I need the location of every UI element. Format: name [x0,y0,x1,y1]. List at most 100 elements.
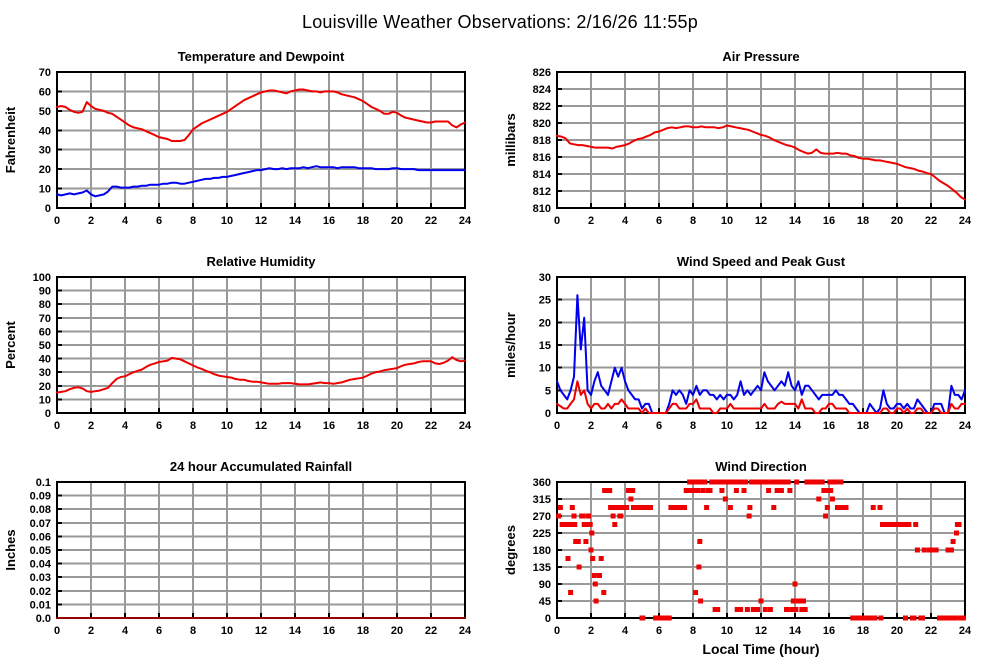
series-direction-point [801,598,806,604]
x-tick-label: 10 [221,215,233,227]
series-direction-point [906,522,912,527]
y-tick-label: 826 [533,67,551,79]
y-tick-label: 270 [533,511,551,523]
x-tick-label: 2 [588,215,594,227]
x-tick-label: 10 [221,420,233,432]
series-direction-point [727,505,733,510]
series-direction-point [692,488,698,493]
x-tick-label: 12 [755,625,767,637]
series-direction-point [733,479,738,485]
series-direction-point [767,607,773,612]
x-tick-label: 6 [156,625,162,637]
series-direction-point [704,505,710,510]
y-tick-label: 20 [39,381,51,393]
y-tick-label: 50 [39,106,51,118]
chart-rainfall: 0 2 4 6 8 10 12 14 16 18 20 22 24 0.0 0.01 0.02 0.03 0.04… [0,454,500,659]
series-direction-point [774,488,780,493]
series-direction-point [722,496,728,502]
series-direction-point [828,488,834,493]
y-tick-label: 820 [533,118,551,130]
series-direction-point [571,513,577,519]
series-direction-point [937,615,942,621]
x-tick-label: 22 [925,420,937,432]
series-direction-point [615,505,621,510]
plot-frame [556,71,966,209]
series-direction-point [739,479,745,485]
series-direction-point [902,522,908,527]
y-tick-label: 0.02 [30,586,51,598]
series-direction-point [911,615,917,621]
series-direction-point [769,479,775,485]
y-tick-label: 80 [39,299,51,311]
x-tick-label: 18 [857,420,869,432]
y-tick-label: 814 [533,169,552,181]
y-tick-label: 225 [533,528,551,540]
series-direction-point [782,479,788,485]
series-direction-point [569,522,574,527]
y-tick-label: 0 [45,408,51,420]
x-tick-label: 8 [690,625,696,637]
series-direction-point [750,607,756,612]
y-tick-label: 15 [539,340,551,352]
x-tick-label: 16 [823,420,835,432]
x-tick-label: 0 [54,215,60,227]
chart-temperature-dewpoint: 0 2 4 6 8 10 12 14 16 18 20 22 24 0 10 20 30 40 50 60 70 Temp… [0,44,500,249]
series-direction-point [640,615,646,621]
series-direction-point [738,607,744,612]
y-tick-label: 30 [539,272,551,284]
x-tick-label: 4 [622,625,629,637]
y-tick-label: 812 [533,186,551,198]
series-direction-point [785,479,791,485]
series-direction-point [821,488,827,493]
series-direction-point [597,573,602,578]
series-direction-point [702,479,708,485]
series-direction-point [573,539,579,544]
series-direction-point [797,598,803,604]
series-direction-point [741,488,747,493]
series-direction-point [648,505,653,510]
series-direction-point [721,479,727,485]
series-direction-point [945,547,951,553]
series-direction-point [789,607,795,612]
x-tick-label: 2 [88,625,94,637]
series-direction-point [696,564,702,570]
series-direction-point [572,522,578,527]
chart-title: Air Pressure [722,49,799,64]
series-direction-point [559,522,565,527]
x-tick-label: 6 [656,625,662,637]
series-direction-point [601,590,607,595]
plot-frame [56,276,466,414]
series-direction-point [576,564,582,570]
series-direction-point [784,607,789,612]
series-direction-point [575,539,581,544]
x-tick-label: 20 [891,420,903,432]
chart-title: Relative Humidity [206,254,316,269]
series-direction-point [948,547,954,553]
x-tick-label: 24 [459,215,472,227]
series-direction-point [877,505,883,510]
x-tick-label: 18 [357,215,369,227]
y-tick-label: 20 [539,317,551,329]
x-tick-label: 16 [323,625,335,637]
y-tick-label: 0.01 [30,599,51,611]
x-tick-label: 4 [122,625,129,637]
y-tick-label: 0 [545,613,551,625]
x-tick-label: 10 [721,215,733,227]
series-direction-point [819,479,825,485]
series-direction-point [583,539,589,544]
series-direction-point [587,522,593,527]
x-tick-label: 2 [588,420,594,432]
series-direction-point [799,607,805,612]
x-tick-label: 2 [88,420,94,432]
series-direction-point [942,615,948,621]
x-tick-label: 22 [425,215,437,227]
series-direction-point [697,539,703,544]
series-direction-point [590,556,596,561]
x-tick-label: 12 [255,420,267,432]
y-tick-label: 0.1 [36,477,51,489]
series-direction-point [787,488,793,493]
series-direction-point [825,488,831,493]
series-direction-point [734,607,740,612]
series-direction-point [827,479,833,485]
